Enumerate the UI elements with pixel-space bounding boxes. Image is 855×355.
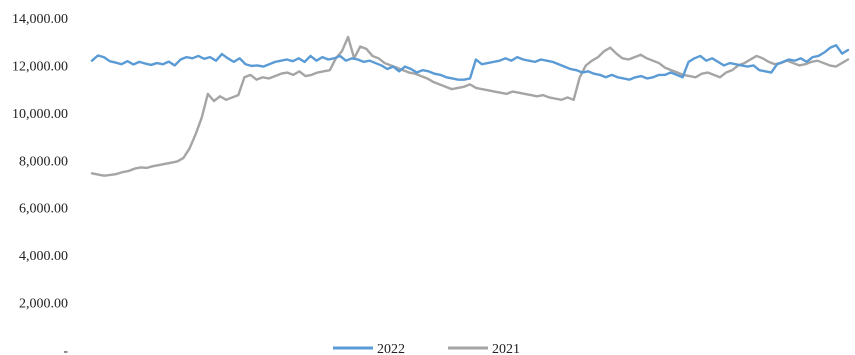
y-tick-label: 4,000.00: [19, 249, 68, 264]
series-lines: [90, 35, 850, 177]
y-tick-label: 12,000.00: [12, 59, 68, 74]
y-tick-label: 6,000.00: [19, 202, 68, 217]
y-tick-label: -: [63, 344, 68, 355]
y-axis-tick-labels: - 2,000.00 4,000.00 6,000.00 8,000.00 10,000.…: [12, 12, 68, 355]
y-tick-label: 8,000.00: [19, 154, 68, 169]
y-tick-label: 14,000.00: [12, 12, 68, 27]
legend-label-2021: 2021: [492, 342, 520, 355]
legend: 2022 2021: [333, 342, 520, 355]
series-line-2022: [90, 44, 850, 81]
legend-label-2022: 2022: [377, 342, 405, 355]
y-tick-label: 2,000.00: [19, 297, 68, 312]
y-tick-label: 10,000.00: [12, 107, 68, 122]
series-line-2021: [90, 35, 850, 177]
